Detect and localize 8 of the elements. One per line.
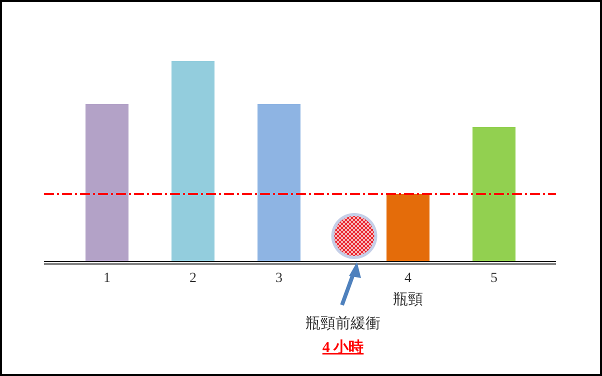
x-tick-label: 1 [104, 271, 110, 286]
x-tick-label: 4 [404, 271, 412, 286]
x-tick-label: 2 [190, 271, 196, 286]
text: 瓶頸 [393, 291, 423, 308]
text: 4 小時 [322, 339, 364, 356]
x-tick-label: 3 [276, 271, 282, 286]
text: 瓶頸前緩衝 [306, 315, 380, 332]
x-tick-label: 5 [490, 271, 498, 286]
